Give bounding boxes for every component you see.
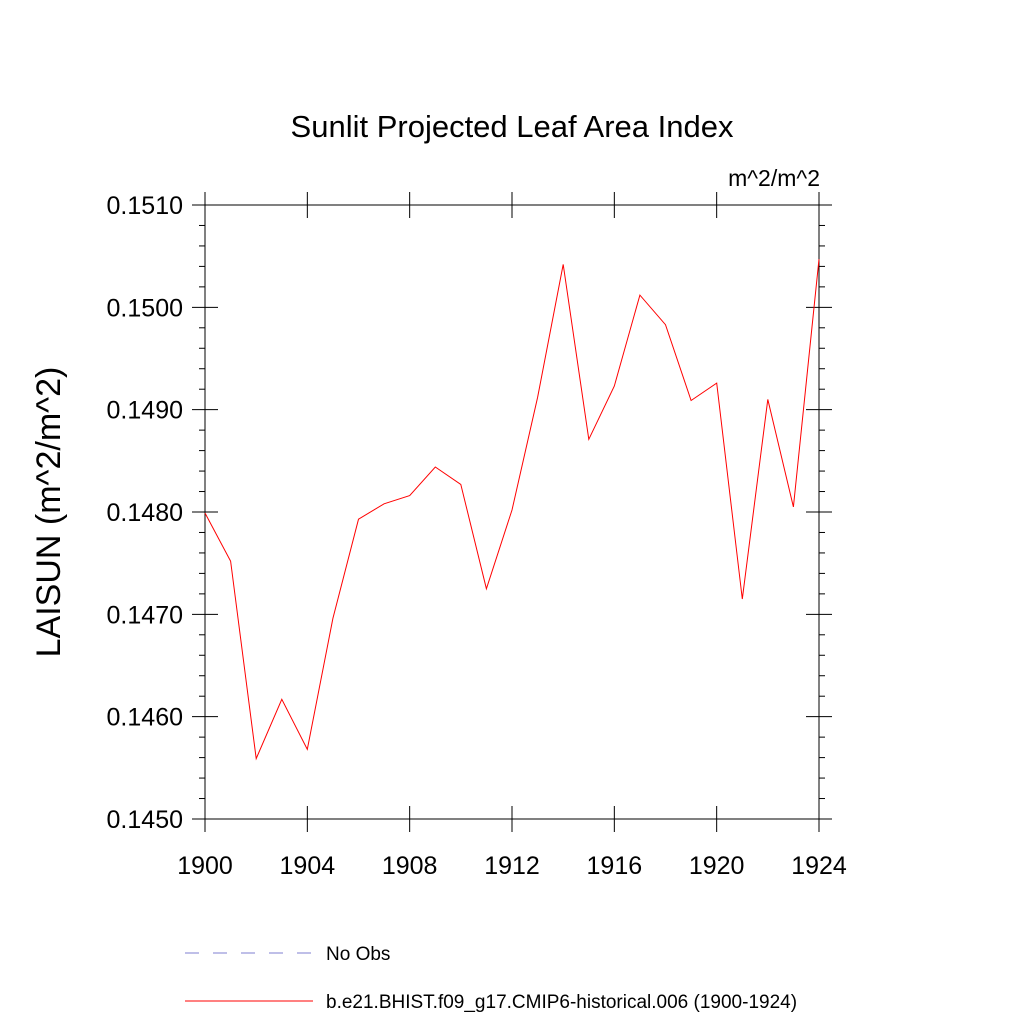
y-tick-labels: 0.1450 0.1460 0.1470 0.1480 0.1490 0.1500 0.15… [107,192,183,834]
legend: No Obs b.e21.BHIST.f09_g17.CMIP6-historic… [185,944,797,1013]
x-tick-label: 1912 [484,852,540,880]
y-tick-label: 0.1500 [107,294,183,322]
x-tick-label: 1908 [382,852,438,880]
y-tick-label: 0.1490 [107,397,183,425]
y-tick-label: 0.1510 [107,192,183,220]
y-tick-label: 0.1470 [107,601,183,629]
series-line [204,259,820,761]
x-tick-label: 1920 [689,852,745,880]
chart-title: Sunlit Projected Leaf Area Index [291,109,734,144]
y-tick-label: 0.1460 [107,704,183,732]
axis-ticks [192,192,832,832]
x-tick-labels: 1900 1904 1908 1912 1916 1920 1924 [177,852,847,880]
series-group [204,259,820,761]
x-tick-label: 1900 [177,852,233,880]
plot-frame [204,204,820,820]
x-tick-label: 1924 [791,852,847,880]
y-tick-label: 0.1480 [107,499,183,527]
legend-label: No Obs [326,944,390,965]
y-axis-label: LAISUN (m^2/m^2) [30,367,68,658]
units-label: m^2/m^2 [728,165,820,191]
x-tick-label: 1916 [587,852,643,880]
x-tick-label: 1904 [280,852,336,880]
legend-label: b.e21.BHIST.f09_g17.CMIP6-historical.006… [326,992,797,1013]
y-tick-label: 0.1450 [107,806,183,834]
